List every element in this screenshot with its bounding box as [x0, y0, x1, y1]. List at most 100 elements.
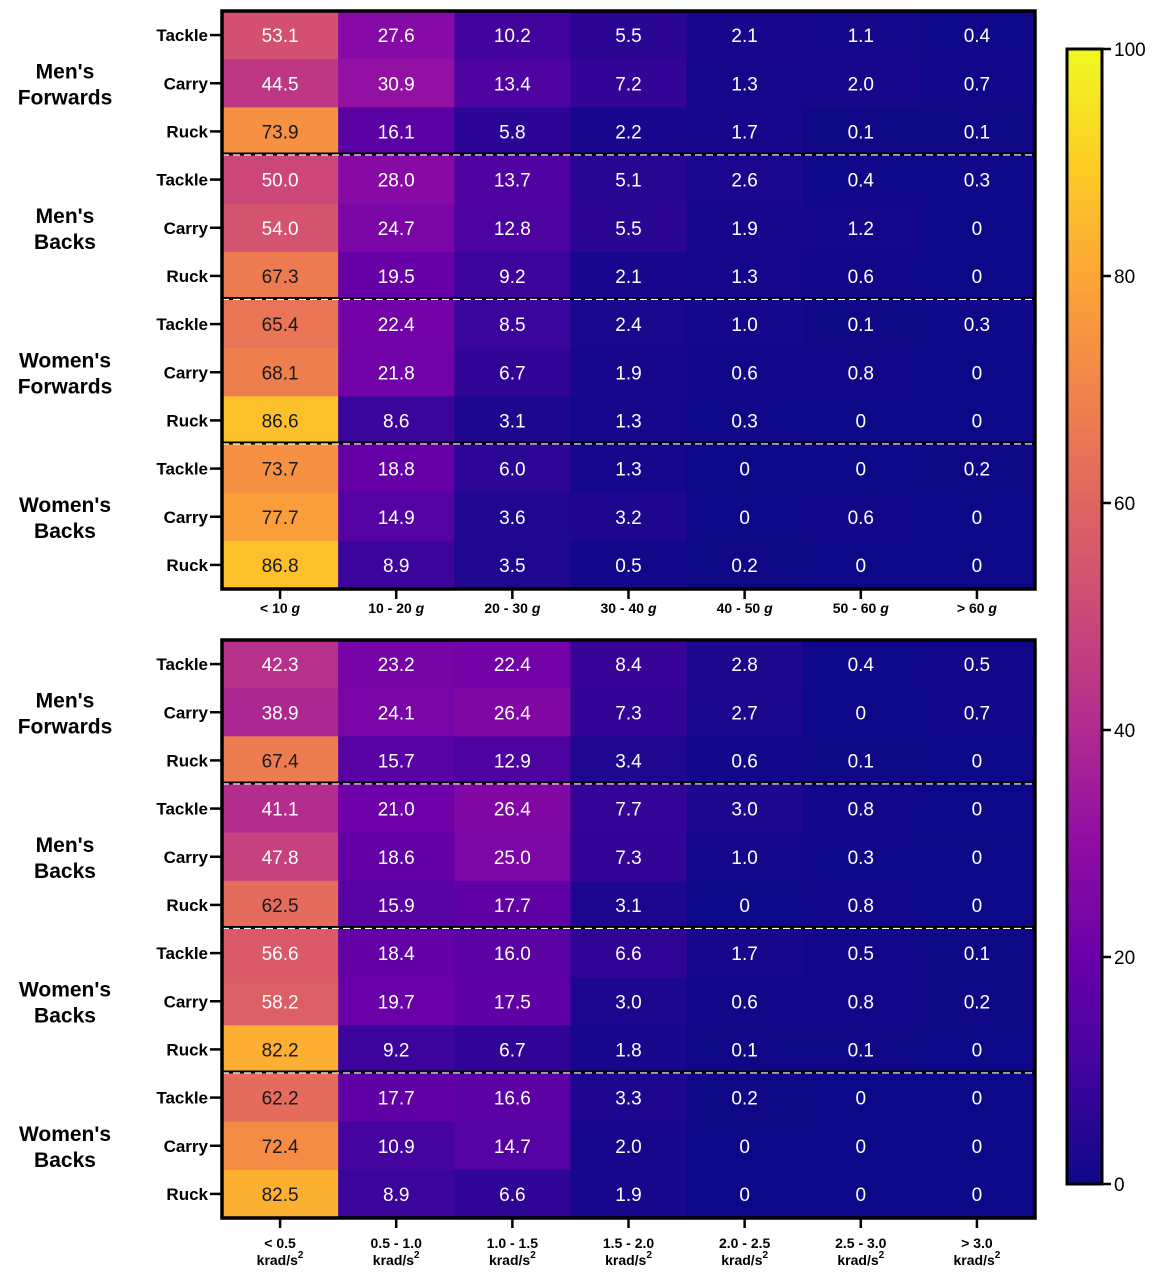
heatmap-cell	[222, 444, 339, 494]
heatmap-cell	[686, 929, 804, 978]
cell-value-label: 0.3	[848, 848, 874, 869]
cell-value-label: 0	[972, 219, 983, 240]
x-tick-label: > 3.0	[961, 1235, 993, 1251]
cell-value-label: 67.3	[262, 267, 299, 288]
heatmap-cell	[918, 688, 1036, 737]
cell-value-label: 58.2	[262, 992, 299, 1013]
cell-value-label: 8.9	[383, 556, 409, 577]
heatmap-cell	[802, 929, 920, 978]
heatmap-cell	[686, 736, 804, 786]
row-label: Ruck	[166, 267, 208, 286]
row-label: Tackle	[156, 460, 208, 479]
group-label-line2: Backs	[34, 1004, 96, 1027]
cell-value-label: 15.7	[378, 751, 415, 772]
x-tick-unit: krad/s2	[489, 1250, 536, 1268]
heatmap-cell	[338, 203, 455, 253]
colorbar-tick-label: 60	[1114, 494, 1135, 515]
heatmap-cell	[918, 492, 1036, 542]
heatmap-cell	[222, 59, 339, 108]
cell-value-label: 62.2	[262, 1089, 299, 1110]
heatmap-cell	[802, 300, 920, 349]
heatmap-cell	[918, 540, 1036, 590]
cell-value-label: 0	[972, 896, 983, 917]
heatmap-cell	[802, 832, 920, 882]
heatmap-cell	[454, 251, 572, 301]
heatmap-cell	[802, 396, 920, 446]
cell-value-label: 54.0	[262, 219, 299, 240]
heatmap-cell	[918, 640, 1036, 689]
cell-value-label: 1.7	[731, 122, 757, 143]
heatmap-cell	[454, 1169, 572, 1219]
heatmap-cell	[686, 11, 804, 60]
cell-value-label: 0.1	[964, 944, 990, 965]
heatmap-cell	[454, 736, 572, 786]
cell-value-label: 0	[972, 411, 983, 432]
heatmap-cell	[222, 880, 339, 930]
cell-value-label: 0.6	[731, 751, 757, 772]
cell-value-label: 3.2	[615, 508, 641, 529]
heatmap-cell	[338, 251, 455, 301]
cell-value-label: 0.2	[964, 992, 990, 1013]
heatmap-cell	[338, 155, 455, 205]
heatmap-cell	[918, 1169, 1036, 1219]
heatmap-cell	[338, 1073, 455, 1123]
row-label: Tackle	[156, 1089, 208, 1108]
heatmap-cell	[686, 1073, 804, 1123]
cell-value-label: 0	[972, 267, 983, 288]
cell-value-label: 0.3	[731, 411, 757, 432]
colorbar-tick-label: 80	[1114, 267, 1135, 288]
heatmap-cell	[222, 251, 339, 301]
heatmap-cell	[918, 736, 1036, 786]
heatmap-cell	[918, 880, 1036, 930]
cell-value-label: 7.7	[615, 800, 641, 821]
heatmap-cell	[570, 59, 688, 108]
heatmap-panel-2: 42.3 23.2 22.4 8.4 2.8 0.4 0.5 Tackle 38.9 24.1 26…	[18, 638, 1037, 1268]
heatmap-cell	[454, 1121, 572, 1171]
cell-value-label: 2.2	[615, 122, 641, 143]
cell-value-label: 0	[855, 703, 866, 724]
heatmap-cell	[686, 688, 804, 737]
heatmap-cell	[454, 540, 572, 590]
heatmap-cell	[454, 348, 572, 397]
heatmap-cell	[918, 396, 1036, 446]
group-label-line1: Women's	[19, 1123, 111, 1146]
cell-value-label: 22.4	[378, 315, 415, 336]
heatmap-cell	[802, 348, 920, 397]
heatmap-panel-1: 53.1 27.6 10.2 5.5 2.1 1.1 0.4 Tackle 44.5 30.9 13…	[18, 9, 1037, 616]
heatmap-cell	[570, 1025, 688, 1075]
heatmap-cell	[222, 300, 339, 349]
x-tick-unit: krad/s2	[837, 1250, 884, 1268]
cell-value-label: 1.0	[731, 848, 757, 869]
heatmap-cell	[454, 203, 572, 253]
cell-value-label: 0	[855, 1089, 866, 1110]
group-label-line2: Forwards	[18, 86, 113, 109]
heatmap-cell	[686, 1169, 804, 1219]
heatmap-cell	[222, 1025, 339, 1075]
cell-value-label: 14.9	[378, 508, 415, 529]
cell-value-label: 7.3	[615, 848, 641, 869]
heatmap-cell	[686, 444, 804, 494]
colorbar: 0 20 40 60 80 100	[1065, 40, 1146, 1196]
heatmap-cell	[686, 977, 804, 1026]
heatmap-cell	[222, 688, 339, 737]
cell-value-label: 3.1	[615, 896, 641, 917]
heatmap-cell	[338, 540, 455, 590]
cell-value-label: 7.2	[615, 74, 641, 95]
cell-value-label: 73.7	[262, 460, 299, 481]
cell-value-label: 0	[972, 800, 983, 821]
cell-value-label: 7.3	[615, 703, 641, 724]
group-label-line2: Backs	[34, 520, 96, 543]
heatmap-cell	[338, 977, 455, 1026]
heatmap-cell	[686, 251, 804, 301]
heatmap-cell	[802, 11, 920, 60]
heatmap-cell	[918, 203, 1036, 253]
cell-value-label: 0	[972, 363, 983, 384]
cell-value-label: 0	[855, 411, 866, 432]
cell-value-label: 10.2	[494, 26, 531, 47]
cell-value-label: 9.2	[499, 267, 525, 288]
heatmap-cell	[222, 736, 339, 786]
row-label: Ruck	[166, 896, 208, 915]
cell-value-label: 0.1	[848, 751, 874, 772]
heatmap-cell	[454, 59, 572, 108]
x-tick-label: 50 - 60 g	[833, 600, 889, 616]
